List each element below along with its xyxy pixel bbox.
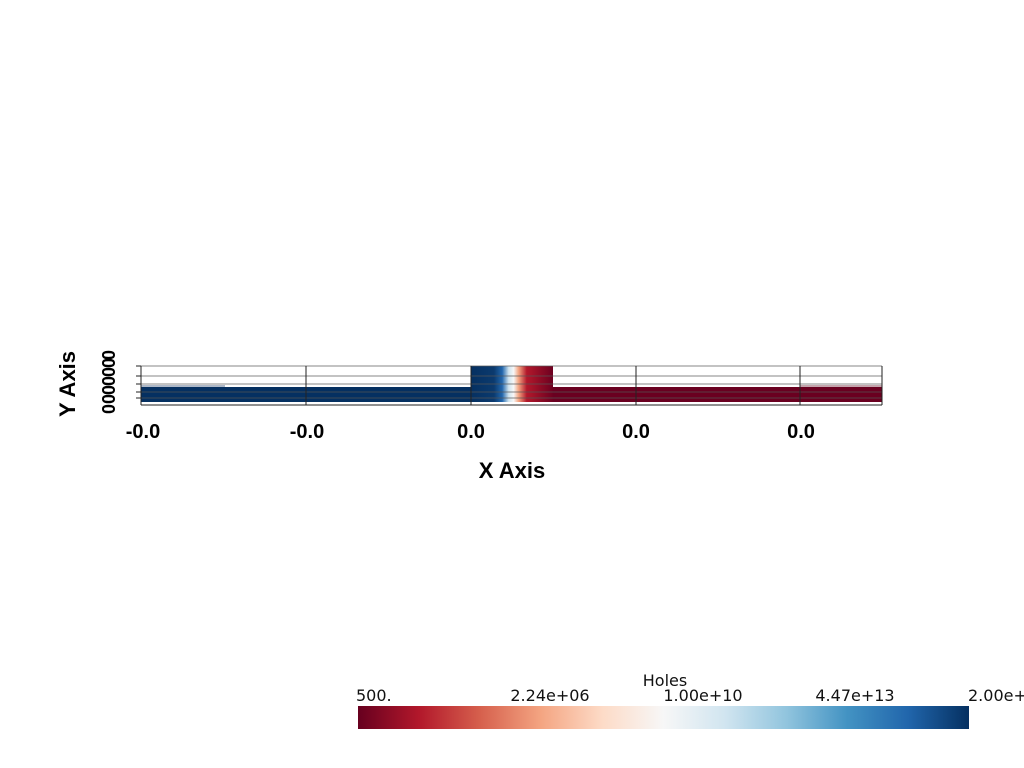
scalar-bar-title: Holes (643, 671, 687, 690)
x-tick-label: 0.0 (457, 421, 485, 443)
scalar-bar-label: 2.00e+ (968, 686, 1024, 705)
y-tick-label: 0 (99, 404, 119, 414)
y-tick-label: 0 (99, 358, 119, 368)
x-tick-label: 0.0 (622, 421, 650, 443)
scalar-bar-label: 4.47e+13 (815, 686, 894, 705)
y-tick-label: 0 (99, 394, 119, 404)
y-tick-marks (136, 365, 141, 399)
y-tick-label: 0 (99, 367, 119, 377)
grid-lines-vertical (140, 366, 883, 405)
x-tick-label: 0.0 (787, 421, 815, 443)
grid-lines (141, 365, 882, 399)
x-tick-labels: -0.0 -0.0 0.0 0.0 0.0 (126, 421, 815, 443)
y-tick-labels: 0 0 0 0 0 0 0 (99, 350, 119, 414)
scalar-bar-label: 500. (356, 686, 392, 705)
y-tick-label: 0 (99, 350, 119, 360)
scalar-bar-label: 1.00e+10 (663, 686, 742, 705)
scalar-bar-label: 2.24e+06 (510, 686, 589, 705)
y-axis-title: Y Axis (55, 351, 80, 417)
x-tick-label: -0.0 (126, 421, 160, 443)
y-tick-label: 0 (99, 385, 119, 395)
scalar-bar-gradient (358, 706, 969, 729)
y-tick-label: 0 (99, 376, 119, 386)
field-region-right (553, 387, 882, 402)
x-axis-title: X Axis (479, 458, 545, 483)
x-tick-label: -0.0 (290, 421, 324, 443)
scalar-bar: Holes 500. 2.24e+06 1.00e+10 4.47e+13 2.… (356, 671, 1024, 729)
